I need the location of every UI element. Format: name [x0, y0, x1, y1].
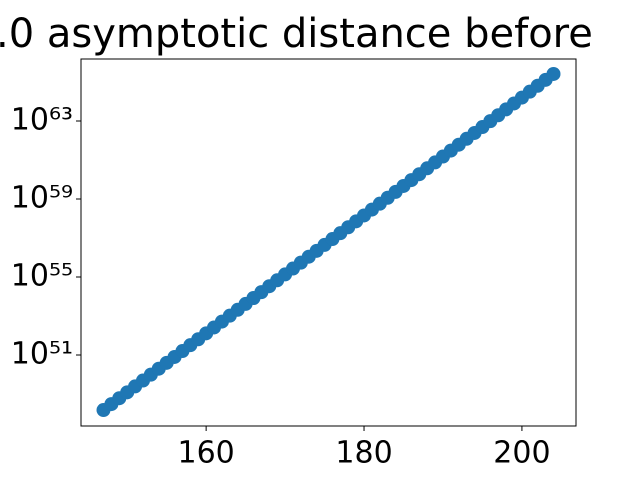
y-tick-label: 10⁵¹	[11, 337, 73, 372]
y-tick-label: 10⁶³	[11, 102, 73, 137]
y-tick-label: 10⁵⁹	[11, 181, 73, 216]
plot-frame	[80, 58, 577, 427]
x-tick-label: 180	[335, 436, 392, 471]
chart-title: .0 asymptotic distance before	[0, 11, 593, 57]
y-tick-label: 10⁵⁵	[11, 259, 73, 294]
point	[546, 66, 561, 81]
x-tick-label: 200	[493, 436, 550, 471]
x-tick-label: 160	[177, 436, 234, 471]
